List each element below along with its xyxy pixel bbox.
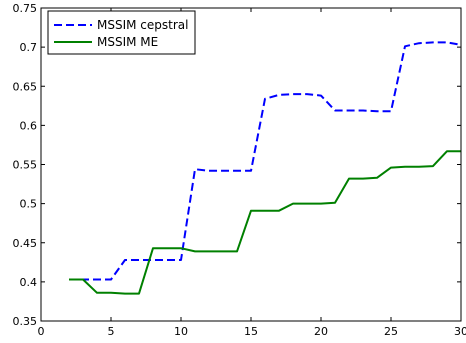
x-tick-label: 5 [108, 325, 115, 338]
y-tick-label: 0.45 [13, 237, 38, 250]
x-tick-label: 0 [38, 325, 45, 338]
y-tick-label: 0.7 [20, 41, 38, 54]
y-tick-label: 0.65 [13, 80, 38, 93]
x-tick-label: 15 [244, 325, 258, 338]
y-tick-label: 0.4 [20, 276, 38, 289]
series-line-2 [69, 150, 461, 295]
x-tick-label: 10 [174, 325, 188, 338]
y-tick-label: 0.5 [20, 198, 38, 211]
series-layer [68, 41, 462, 295]
legend-label-1: MSSIM cepstral [97, 18, 188, 32]
plot-area [41, 8, 461, 321]
series-line-1 [69, 41, 462, 281]
y-tick-label: 0.75 [13, 2, 38, 15]
y-tick-label: 0.35 [13, 315, 38, 328]
x-tick-label: 20 [314, 325, 328, 338]
legend-label-2: MSSIM ME [97, 35, 158, 49]
ticks-layer: 0 5 10 15 20 25 30 0.35 0.4 0.45 0.5 0.55 0.6 0.65 0.7… [13, 2, 466, 338]
legend-box [47, 10, 196, 55]
y-tick-label: 0.55 [13, 159, 38, 172]
y-tick-label: 0.6 [20, 119, 38, 132]
x-tick-label: 30 [454, 325, 466, 338]
legend: MSSIM cepstral MSSIM ME [47, 10, 196, 55]
x-tick-label: 25 [384, 325, 398, 338]
